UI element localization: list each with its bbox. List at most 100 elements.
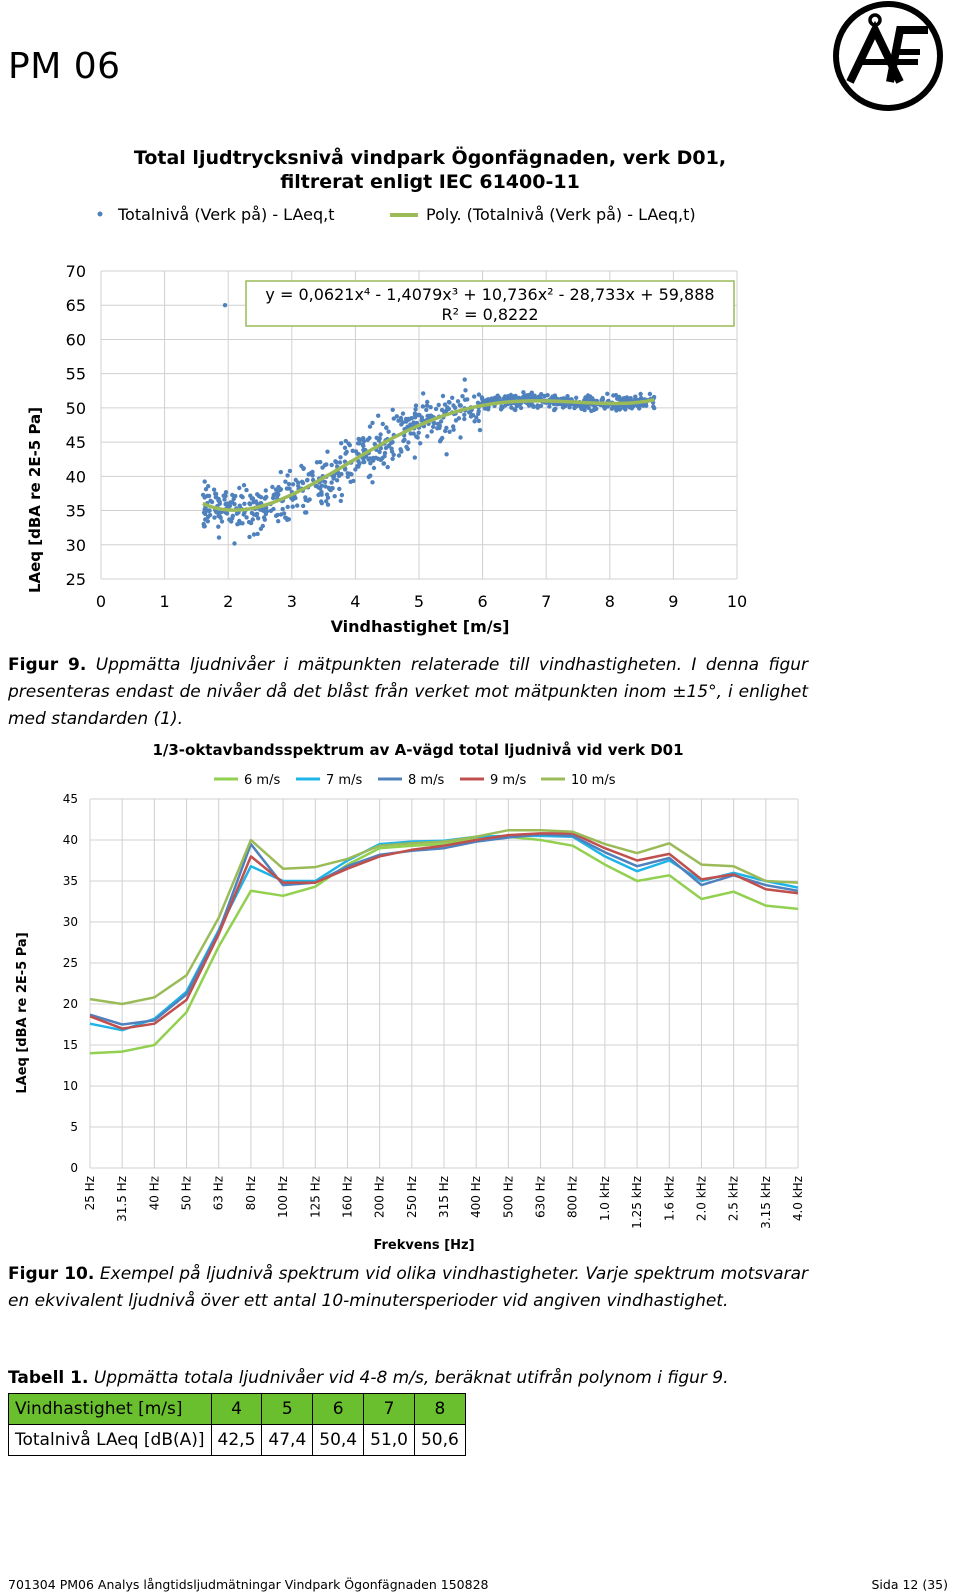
scatter-point [338,455,343,460]
page-header-title: PM 06 [8,46,121,87]
scatter-point [605,391,610,396]
y-tick-label: 25 [66,570,86,589]
scatter-point [322,479,328,485]
scatter-point [290,482,296,487]
scatter-point [502,394,508,399]
scatter-point [296,483,301,489]
scatter-point [338,498,343,504]
scatter-point [402,437,407,442]
x-tick-label: 630 Hz [534,1176,548,1218]
scatter-point [446,406,451,412]
scatter-point [366,474,371,480]
scatter-point [435,421,441,427]
scatter-point [438,419,444,424]
legend-label: 8 m/s [408,773,444,788]
scatter-point [633,394,638,399]
scatter-point [283,515,288,520]
wind-speed-scatter-chart: Total ljudtrycksnivå vindpark Ögonfägnad… [0,130,800,650]
x-tick-label: 250 Hz [405,1176,419,1218]
scatter-point [370,480,375,485]
chart2-series-lines [89,828,799,1055]
scatter-point [324,492,330,497]
scatter-point [219,519,225,524]
x-tick-label: 315 Hz [437,1176,451,1218]
scatter-point [498,407,504,412]
scatter-point [371,465,377,471]
scatter-point [334,478,340,483]
x-tick-label: 6 [478,592,488,611]
scatter-point [447,429,452,434]
scatter-point [594,406,599,411]
scatter-point [202,495,207,500]
scatter-point [244,515,249,520]
scatter-point [447,400,452,405]
legend-label: 6 m/s [244,773,280,788]
scatter-point [367,456,373,461]
y-tick-label: 60 [66,330,86,349]
trend-r-squared: R² = 0,8222 [441,305,538,324]
scatter-point [337,460,343,465]
scatter-point [529,394,534,400]
scatter-point [435,426,440,431]
scatter-point [213,509,219,514]
x-tick-label: 50 Hz [180,1176,194,1210]
scatter-point [258,495,264,500]
scatter-point [339,471,344,477]
scatter-point [361,443,366,449]
scatter-point [328,487,333,493]
x-tick-label: 25 Hz [83,1176,97,1210]
scatter-point [476,418,481,424]
scatter-point [212,515,217,520]
scatter-point [472,419,477,424]
scatter-point [425,434,430,439]
scatter-point [451,424,456,429]
scatter-point [325,449,330,454]
scatter-point [526,403,532,408]
scatter-point [276,519,281,524]
scatter-point [394,414,399,419]
scatter-point [250,496,256,501]
scatter-point [567,405,572,410]
series-line [89,833,799,1026]
scatter-point [450,395,455,400]
scatter-point [476,392,482,397]
scatter-point [323,484,328,489]
scatter-point [278,469,283,475]
scatter-point [218,510,223,515]
scatter-point [385,464,390,470]
table-cell-level: 42,5 [210,1424,263,1456]
figure-10-text: Exempel på ljudnivå spektrum vid olika v… [8,1264,808,1311]
scatter-point [451,403,456,408]
scatter-point [476,409,481,414]
x-tick-label: 500 Hz [501,1176,515,1218]
scatter-point [474,415,479,420]
scatter-point [470,413,476,418]
scatter-point [600,397,605,402]
scatter-point [550,394,555,399]
scatter-point [255,531,260,537]
legend-label-points: Totalnivå (Verk på) - LAeq,t [117,205,334,224]
scatter-point [440,393,446,399]
scatter-point [253,499,259,504]
scatter-point [652,405,657,411]
scatter-point [339,492,345,498]
scatter-point [325,502,331,507]
table-cell-speed: 8 [413,1393,466,1425]
scatter-point [290,504,295,509]
scatter-point [258,526,264,531]
scatter-point [535,405,540,410]
scatter-point [376,413,381,418]
scatter-point [486,407,491,412]
x-tick-label: 9 [668,592,678,611]
y-tick-label: 40 [66,467,86,486]
chart2-legend: 6 m/s 7 m/s 8 m/s 9 m/s 10 m/s [214,773,616,788]
table-1-caption: Tabell 1. Uppmätta totala ljudnivåer vid… [8,1365,908,1392]
x-tick-label: 160 Hz [340,1176,354,1218]
scatter-point [396,453,402,458]
x-tick-label: 1 [160,592,170,611]
scatter-point [324,462,329,467]
scatter-point [213,494,219,500]
scatter-point [283,479,288,484]
scatter-point [420,404,426,409]
scatter-point [463,388,468,393]
